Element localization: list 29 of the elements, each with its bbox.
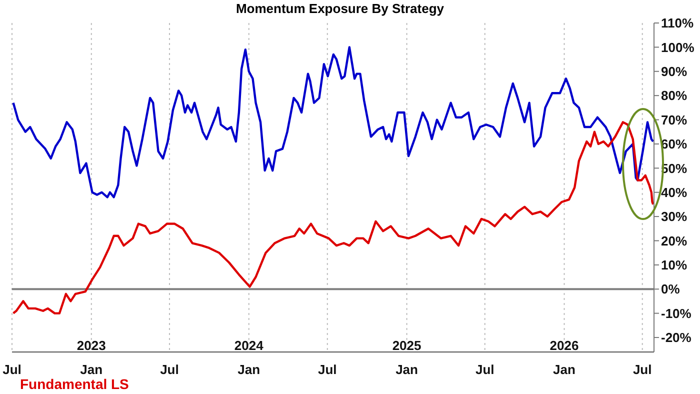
x-tick-label: Jul [160, 362, 179, 377]
x2-tick-label: 2026 [550, 338, 579, 353]
x2-tick-label: 2024 [234, 338, 264, 353]
x-tick-label: Jul [632, 362, 652, 377]
y-tick-label: -10% [661, 306, 692, 321]
y-tick-label: 30% [661, 209, 688, 224]
text: Fundamental LS [20, 376, 129, 392]
x-tick-label: Jul [2, 362, 22, 377]
x-tick-label: Jan [80, 362, 103, 377]
x-tick-label: Jan [238, 362, 260, 377]
x-tick-label: Jul [475, 362, 494, 377]
y-tick-label: 20% [661, 233, 688, 248]
y-tick-label: 0% [661, 282, 680, 297]
y-tick-label: 110% [661, 16, 694, 31]
y-tick-label: 90% [661, 64, 688, 79]
line-series [12, 121, 654, 314]
y-tick-label: 70% [661, 112, 688, 128]
chart-title: Momentum Exposure By Strategy [236, 1, 444, 16]
y-tick-label: 80% [661, 88, 688, 104]
y-tick-label: 100% [661, 40, 695, 55]
x2-tick-label: 2025 [392, 338, 422, 353]
line-series [12, 46, 654, 198]
y-tick-label: 40% [661, 184, 688, 200]
x2-tick-label: 2023 [76, 338, 106, 353]
x-tick-label: Jan [396, 362, 418, 377]
y-tick-label: -20% [661, 330, 692, 346]
y-tick-label: 10% [661, 258, 688, 273]
x-tick-label: Jul [318, 362, 337, 377]
x-tick-label: Jan [553, 362, 576, 377]
